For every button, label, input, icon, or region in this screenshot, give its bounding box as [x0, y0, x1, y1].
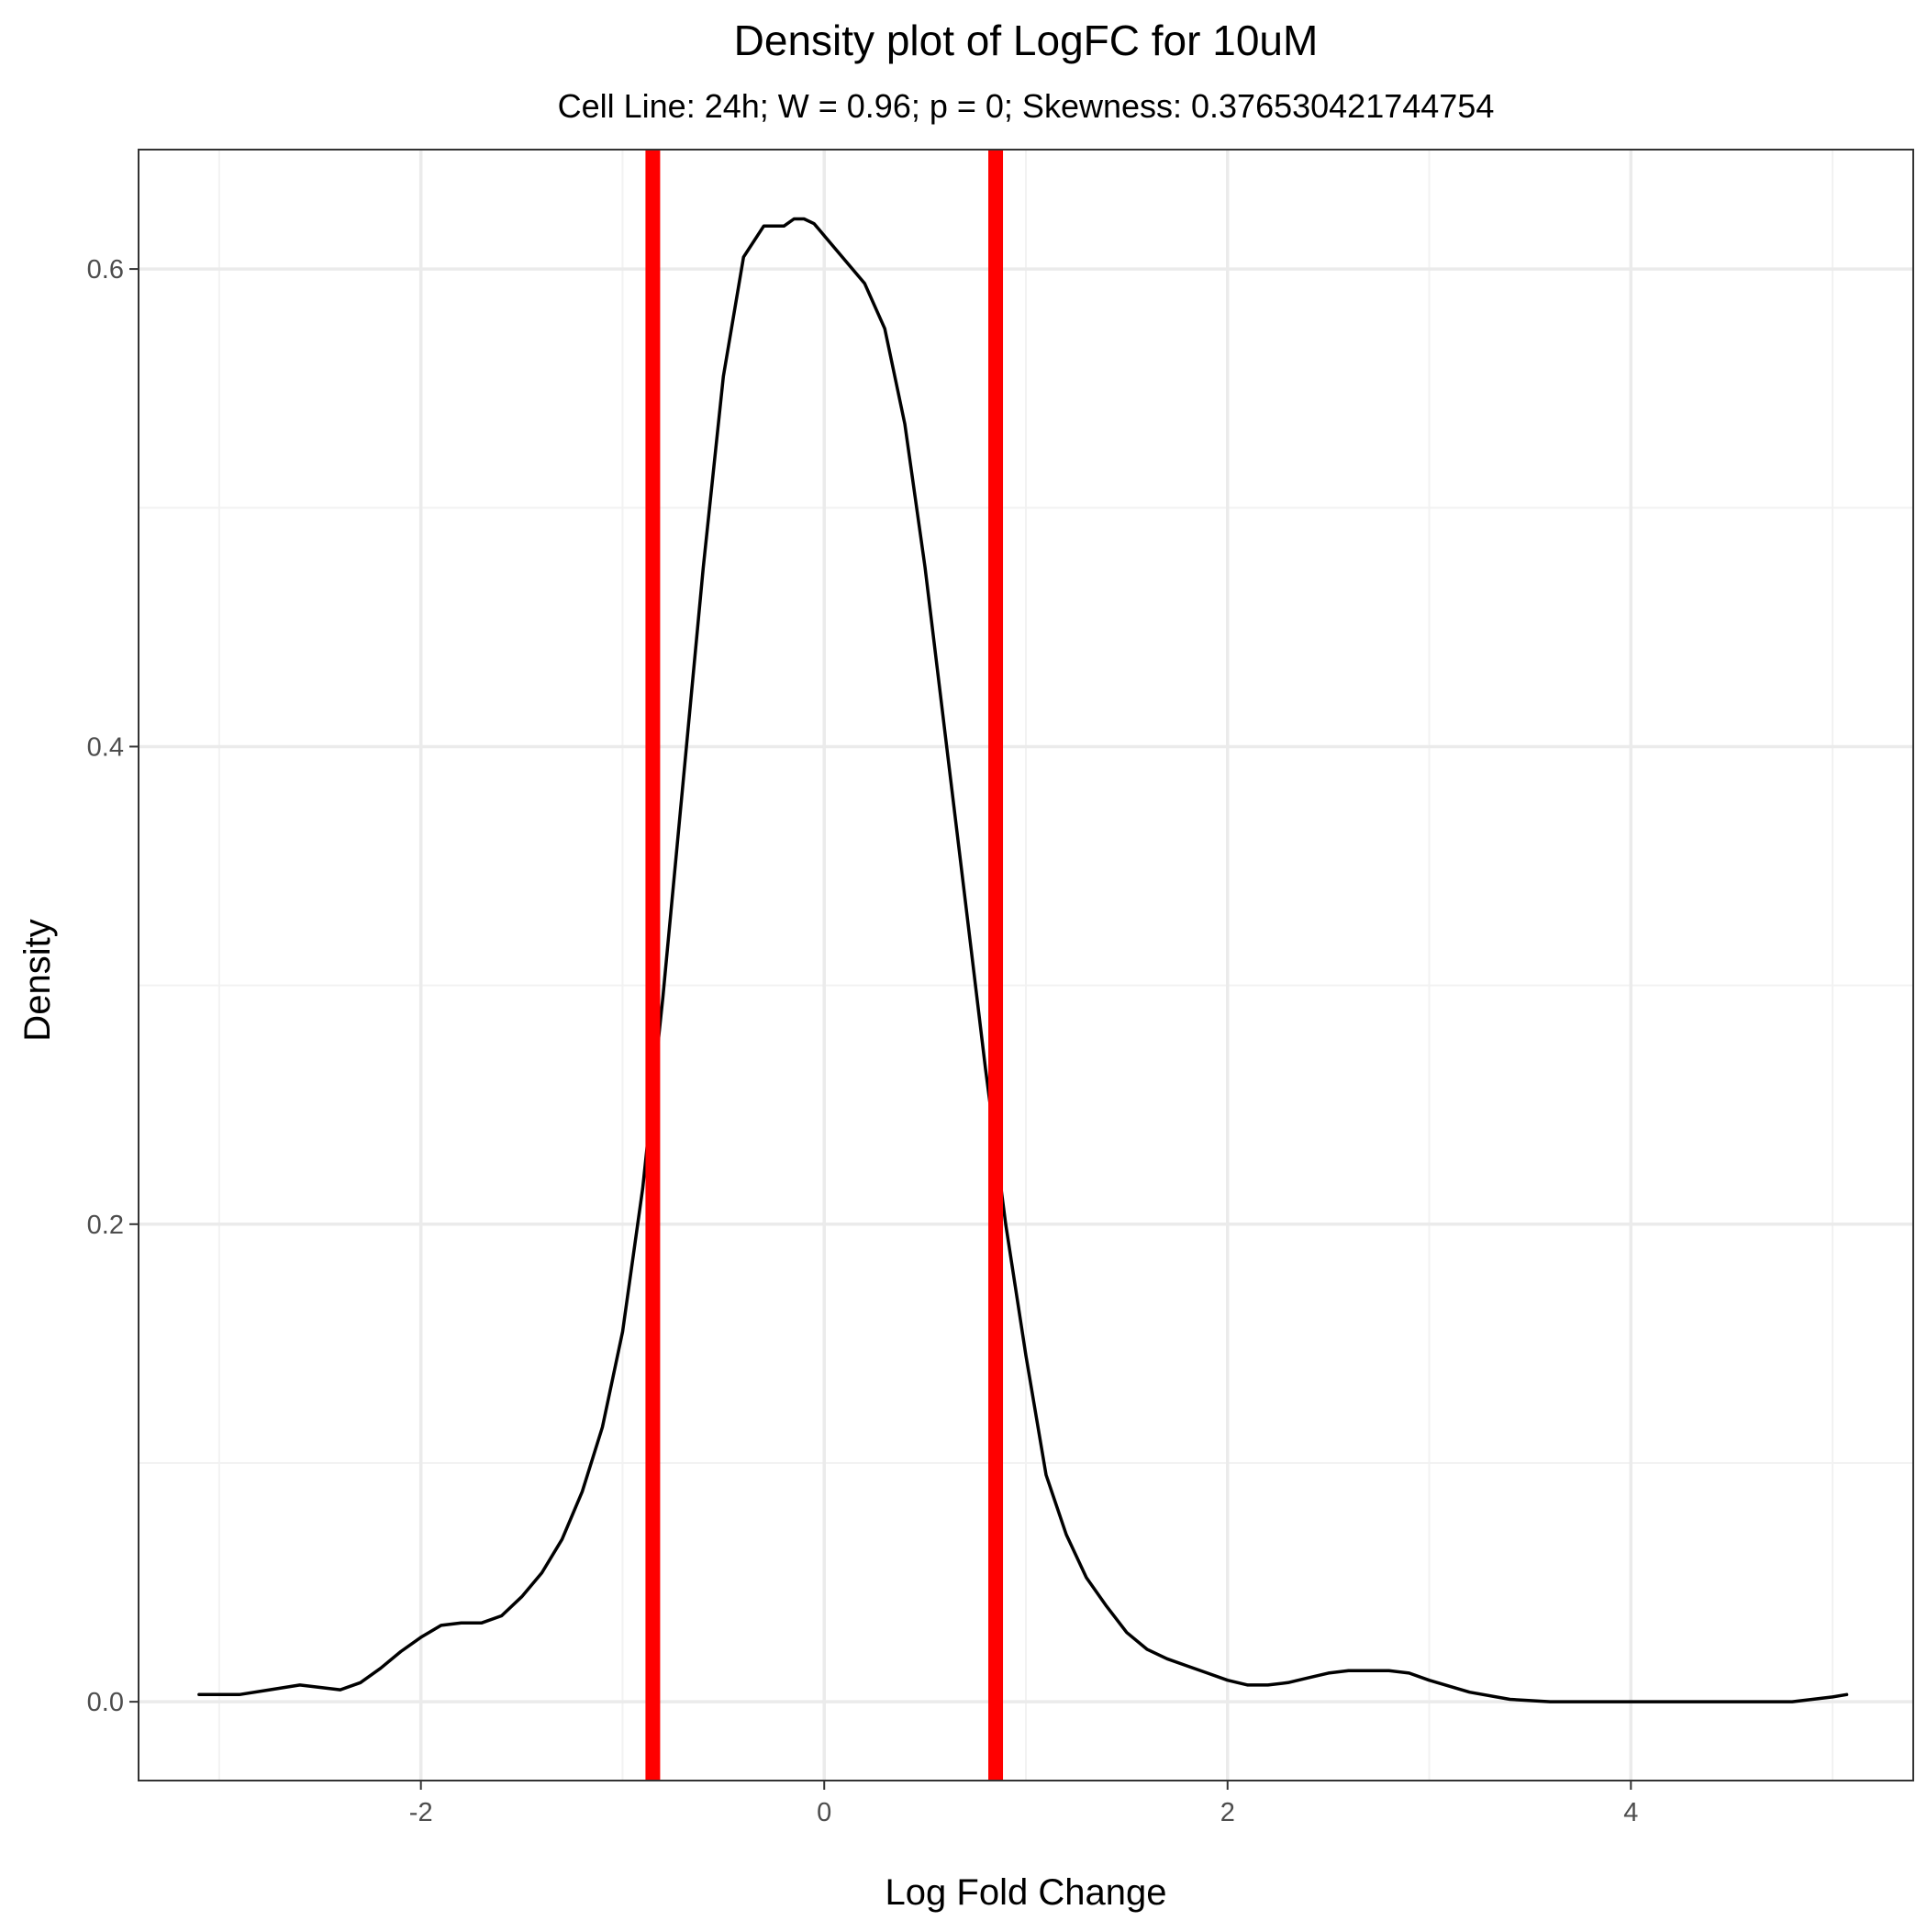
y-axis-title: Density: [17, 919, 58, 1041]
chart-subtitle: Cell Line: 24h; W = 0.96; p = 0; Skewnes…: [558, 87, 1495, 125]
y-tick-label: 0.6: [87, 255, 124, 285]
y-tick-label: 0.2: [87, 1211, 124, 1240]
y-tick-label: 0.0: [87, 1688, 124, 1717]
x-tick-label: 0: [817, 1798, 831, 1827]
x-axis: -2 0 2 4: [409, 1781, 1638, 1827]
threshold-lines: [645, 150, 1004, 1781]
x-tick-label: 4: [1623, 1798, 1638, 1827]
x-tick-label: -2: [409, 1798, 433, 1827]
chart-title: Density plot of LogFC for 10uM: [734, 17, 1319, 64]
panel-border: [138, 149, 1914, 1781]
density-curve: [197, 217, 1849, 1703]
series-layer: [197, 217, 1849, 1703]
x-axis-title: Log Fold Change: [886, 1872, 1167, 1913]
grid-lines: [139, 150, 1913, 1781]
y-axis: 0.0 0.2 0.4 0.6: [87, 255, 139, 1717]
y-tick-label: 0.4: [87, 732, 124, 762]
x-tick-label: 2: [1220, 1798, 1235, 1827]
